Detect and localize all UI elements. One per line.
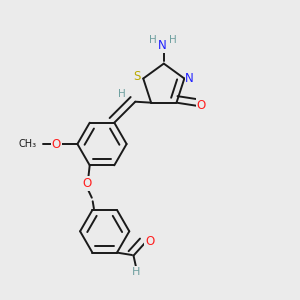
Text: O: O (52, 137, 61, 151)
Text: H: H (169, 35, 177, 45)
Text: S: S (133, 70, 140, 83)
Text: CH₃: CH₃ (19, 139, 37, 149)
Text: O: O (145, 235, 154, 248)
Text: O: O (82, 177, 91, 190)
Text: H: H (118, 89, 126, 99)
Text: O: O (197, 99, 206, 112)
Text: N: N (158, 39, 167, 52)
Text: H: H (148, 35, 156, 45)
Text: N: N (185, 72, 194, 85)
Text: H: H (132, 267, 141, 277)
